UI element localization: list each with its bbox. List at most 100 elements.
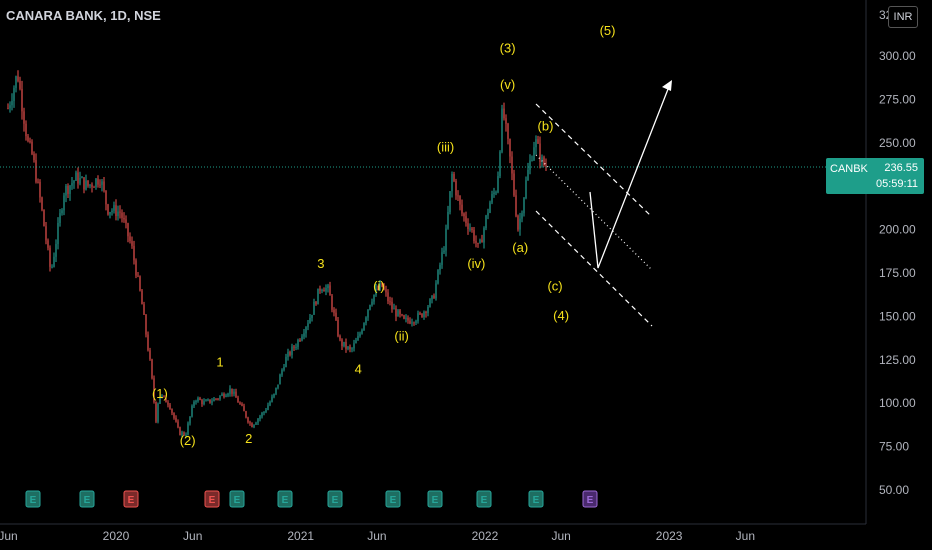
- candle-body: [391, 301, 393, 310]
- candle-body: [413, 322, 415, 324]
- earnings-marker[interactable]: [123, 490, 139, 508]
- candle-body: [135, 260, 137, 276]
- x-tick-label: Jun: [736, 529, 755, 543]
- candle-body: [525, 180, 527, 198]
- earnings-marker[interactable]: [204, 490, 220, 508]
- candle-body: [31, 141, 33, 154]
- candle-body: [325, 288, 327, 292]
- earnings-marker[interactable]: [25, 490, 41, 508]
- candle-body: [349, 346, 351, 349]
- earnings-marker-label: E: [234, 495, 241, 506]
- candle-body: [69, 185, 71, 194]
- y-tick-label: 175.00: [879, 266, 916, 280]
- y-tick-label: 300.00: [879, 49, 916, 63]
- candle-body: [283, 367, 285, 370]
- candle-body: [385, 289, 387, 293]
- candle-body: [213, 398, 215, 402]
- candle-body: [509, 138, 511, 157]
- earnings-marker-label: E: [533, 495, 540, 506]
- candle-body: [417, 313, 419, 322]
- candle-body: [481, 239, 483, 243]
- candle-body: [353, 343, 355, 349]
- candle-body: [501, 108, 503, 152]
- candle-body: [253, 424, 255, 428]
- candle-body: [309, 317, 311, 324]
- candle-body: [265, 409, 267, 412]
- candle-body: [395, 308, 397, 317]
- candle-body: [415, 321, 417, 323]
- candle-body: [345, 341, 347, 349]
- candle-body: [249, 422, 251, 424]
- currency-badge[interactable]: INR: [888, 6, 918, 28]
- candle-body: [61, 210, 63, 214]
- candle-body: [129, 236, 131, 242]
- candle-body: [455, 180, 457, 196]
- earnings-marker[interactable]: [277, 490, 293, 508]
- candle-body: [397, 310, 399, 317]
- candle-body: [423, 311, 425, 318]
- candle-body: [189, 416, 191, 424]
- candle-body: [333, 309, 335, 313]
- earnings-marker[interactable]: [427, 490, 443, 508]
- earnings-marker[interactable]: [528, 490, 544, 508]
- candle-body: [53, 256, 55, 267]
- candle-body: [317, 288, 319, 305]
- candle-body: [537, 139, 539, 144]
- candle-body: [311, 314, 313, 318]
- candle-body: [473, 230, 475, 242]
- candle-body: [401, 314, 403, 316]
- candle-body: [293, 346, 295, 348]
- candle-body: [475, 241, 477, 243]
- wave-label: (b): [538, 119, 554, 134]
- wave-label: 1: [216, 355, 223, 370]
- earnings-marker[interactable]: [476, 490, 492, 508]
- candle-body: [177, 421, 179, 428]
- candle-body: [197, 398, 199, 402]
- candle-body: [351, 348, 353, 350]
- candle-body: [83, 177, 85, 190]
- candle-body: [467, 223, 469, 230]
- last-price-value: 236.55: [884, 162, 918, 174]
- candle-body: [335, 312, 337, 320]
- candle-body: [245, 411, 247, 418]
- candle-body: [121, 212, 123, 218]
- earnings-marker[interactable]: [385, 490, 401, 508]
- earnings-marker[interactable]: [327, 490, 343, 508]
- candle-body: [361, 330, 363, 334]
- candle-body: [241, 403, 243, 406]
- candle-body: [375, 288, 377, 295]
- candle-body: [175, 417, 177, 422]
- candle-body: [439, 264, 441, 271]
- candle-body: [161, 395, 163, 397]
- candle-body: [21, 88, 23, 112]
- candle-body: [461, 204, 463, 214]
- candle-body: [171, 409, 173, 413]
- y-tick-label: 250.00: [879, 136, 916, 150]
- wave-label: (1): [152, 386, 168, 401]
- earnings-marker[interactable]: [229, 490, 245, 508]
- candle-body: [227, 393, 229, 396]
- candle-body: [223, 393, 225, 397]
- earnings-marker[interactable]: [582, 490, 598, 508]
- candle-body: [485, 215, 487, 229]
- candle-body: [87, 180, 89, 186]
- candle-body: [259, 416, 261, 419]
- earnings-marker[interactable]: [79, 490, 95, 508]
- candle-body: [23, 111, 25, 124]
- candle-body: [279, 374, 281, 385]
- candle-body: [239, 402, 241, 404]
- candle-body: [109, 212, 111, 215]
- candle-body: [95, 178, 97, 187]
- candle-body: [131, 241, 133, 246]
- candle-body: [55, 244, 57, 257]
- candle-body: [159, 396, 161, 404]
- earnings-marker-label: E: [587, 495, 594, 506]
- candle-body: [483, 228, 485, 243]
- candle-body: [499, 151, 501, 177]
- candle-body: [411, 322, 413, 324]
- candle-body: [101, 181, 103, 185]
- candle-body: [369, 304, 371, 310]
- candle-body: [425, 311, 427, 314]
- x-tick-label: 2021: [287, 529, 314, 543]
